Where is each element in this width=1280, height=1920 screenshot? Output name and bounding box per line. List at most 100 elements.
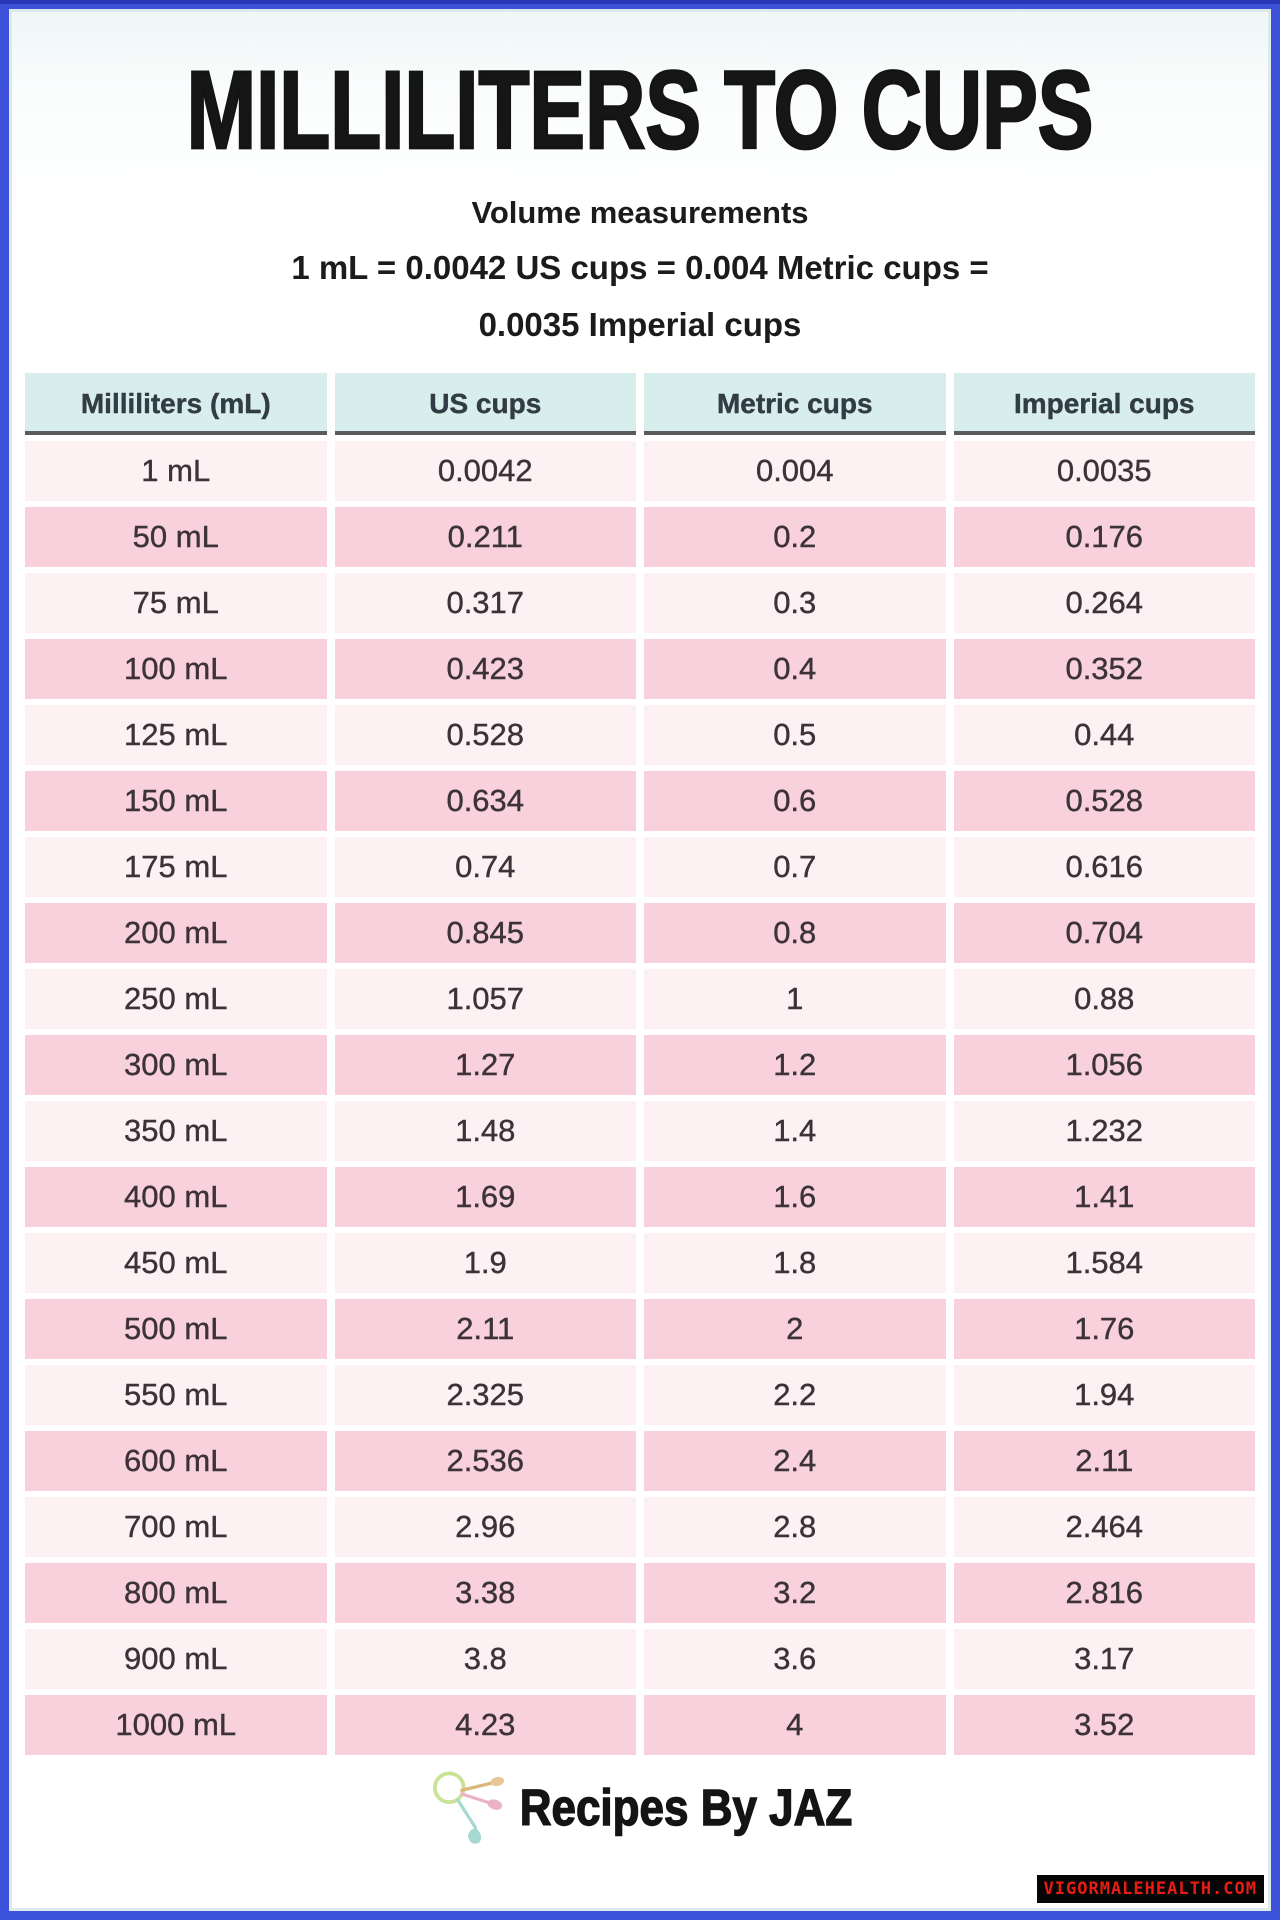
- table-row: 250 mL 1.057 1 0.88: [25, 969, 1255, 1029]
- table-cell: 2.464: [953, 1497, 1255, 1557]
- table-cell: 700 mL: [25, 1497, 327, 1557]
- table-cell: 125 mL: [25, 705, 327, 765]
- table-row: 800 mL 3.38 3.2 2.816: [25, 1563, 1255, 1623]
- table-cell: 4.23: [334, 1695, 636, 1755]
- table-cell: 1.48: [334, 1101, 636, 1161]
- table-cell: 0.0035: [953, 441, 1255, 501]
- table-cell: 0.8: [644, 903, 946, 963]
- measuring-spoons-icon: [432, 1771, 504, 1844]
- table-cell: 0.74: [334, 837, 636, 897]
- table-row: 500 mL 2.11 2 1.76: [25, 1299, 1255, 1359]
- table-cell: 1.9: [334, 1233, 636, 1293]
- table-row: 600 mL 2.536 2.4 2.11: [25, 1431, 1255, 1491]
- table-cell: 400 mL: [25, 1167, 327, 1227]
- table-cell: 0.88: [953, 969, 1255, 1029]
- table-cell: 2.536: [334, 1431, 636, 1491]
- table-cell: 0.352: [953, 639, 1255, 699]
- table-cell: 0.211: [334, 507, 636, 567]
- table-cell: 350 mL: [25, 1101, 327, 1161]
- table-cell: 450 mL: [25, 1233, 327, 1293]
- table-cell: 800 mL: [25, 1563, 327, 1623]
- table-row: 75 mL 0.317 0.3 0.264: [25, 573, 1255, 633]
- content-panel: MILLILITERS TO CUPS Volume measurements …: [9, 9, 1271, 1911]
- table-row: 400 mL 1.69 1.6 1.41: [25, 1167, 1255, 1227]
- table-row: 350 mL 1.48 1.4 1.232: [25, 1101, 1255, 1161]
- column-header-metric-cups: Metric cups: [644, 373, 946, 435]
- table-cell: 1.4: [644, 1101, 946, 1161]
- table-cell: 0.634: [334, 771, 636, 831]
- table-row: 700 mL 2.96 2.8 2.464: [25, 1497, 1255, 1557]
- table-cell: 2.8: [644, 1497, 946, 1557]
- table-cell: 0.528: [334, 705, 636, 765]
- table-cell: 0.528: [953, 771, 1255, 831]
- column-header-milliliters: Milliliters (mL): [25, 373, 327, 435]
- table-cell: 1.057: [334, 969, 636, 1029]
- table-cell: 1.41: [953, 1167, 1255, 1227]
- table-row: 900 mL 3.8 3.6 3.17: [25, 1629, 1255, 1689]
- table-cell: 3.52: [953, 1695, 1255, 1755]
- table-cell: 550 mL: [25, 1365, 327, 1425]
- table-cell: 1.6: [644, 1167, 946, 1227]
- formula-line-2: 0.0035 Imperial cups: [478, 306, 802, 343]
- table-header-row: Milliliters (mL) US cups Metric cups Imp…: [25, 373, 1255, 435]
- table-cell: 100 mL: [25, 639, 327, 699]
- table-cell: 0.845: [334, 903, 636, 963]
- table-cell: 0.176: [953, 507, 1255, 567]
- table-cell: 2.325: [334, 1365, 636, 1425]
- table-row: 50 mL 0.211 0.2 0.176: [25, 507, 1255, 567]
- table-row: 100 mL 0.423 0.4 0.352: [25, 639, 1255, 699]
- table-cell: 500 mL: [25, 1299, 327, 1359]
- table-cell: 1: [644, 969, 946, 1029]
- table-cell: 3.2: [644, 1563, 946, 1623]
- table-cell: 0.5: [644, 705, 946, 765]
- column-header-us-cups: US cups: [334, 373, 636, 435]
- table-row: 1 mL 0.0042 0.004 0.0035: [25, 441, 1255, 501]
- table-cell: 0.004: [644, 441, 946, 501]
- table-cell: 4: [644, 1695, 946, 1755]
- table-cell: 2.96: [334, 1497, 636, 1557]
- table-cell: 1 mL: [25, 441, 327, 501]
- table-cell: 2.816: [953, 1563, 1255, 1623]
- table-cell: 1.69: [334, 1167, 636, 1227]
- table-row: 1000 mL 4.23 4 3.52: [25, 1695, 1255, 1755]
- table-cell: 0.4: [644, 639, 946, 699]
- table-row: 550 mL 2.325 2.2 1.94: [25, 1365, 1255, 1425]
- table-cell: 2: [644, 1299, 946, 1359]
- table-row: 150 mL 0.634 0.6 0.528: [25, 771, 1255, 831]
- table-cell: 1.584: [953, 1233, 1255, 1293]
- footer-brand-bar: Recipes By JAZ: [9, 1769, 1271, 1849]
- table-cell: 0.2: [644, 507, 946, 567]
- table-cell: 150 mL: [25, 771, 327, 831]
- table-cell: 0.317: [334, 573, 636, 633]
- table-row: 300 mL 1.27 1.2 1.056: [25, 1035, 1255, 1095]
- formula-line-1: 1 mL = 0.0042 US cups = 0.004 Metric cup…: [291, 249, 989, 286]
- table-cell: 50 mL: [25, 507, 327, 567]
- table-cell: 300 mL: [25, 1035, 327, 1095]
- table-cell: 2.11: [953, 1431, 1255, 1491]
- table-cell: 3.17: [953, 1629, 1255, 1689]
- table-row: 450 mL 1.9 1.8 1.584: [25, 1233, 1255, 1293]
- table-cell: 900 mL: [25, 1629, 327, 1689]
- table-cell: 2.4: [644, 1431, 946, 1491]
- table-cell: 1.94: [953, 1365, 1255, 1425]
- table-cell: 175 mL: [25, 837, 327, 897]
- table-cell: 0.423: [334, 639, 636, 699]
- table-cell: 0.7: [644, 837, 946, 897]
- table-row: 125 mL 0.528 0.5 0.44: [25, 705, 1255, 765]
- conversion-formula: 1 mL = 0.0042 US cups = 0.004 Metric cup…: [9, 239, 1271, 353]
- table-cell: 3.38: [334, 1563, 636, 1623]
- table-row: 175 mL 0.74 0.7 0.616: [25, 837, 1255, 897]
- brand-name: Recipes By JAZ: [519, 1780, 853, 1838]
- table-cell: 1.76: [953, 1299, 1255, 1359]
- table-body: 1 mL 0.0042 0.004 0.0035 50 mL 0.211 0.2 0.176 7…: [25, 441, 1255, 1755]
- table-cell: 1.056: [953, 1035, 1255, 1095]
- table-cell: 200 mL: [25, 903, 327, 963]
- table-cell: 1000 mL: [25, 1695, 327, 1755]
- table-cell: 600 mL: [25, 1431, 327, 1491]
- table-cell: 0.264: [953, 573, 1255, 633]
- table-cell: 2.11: [334, 1299, 636, 1359]
- table-cell: 0.3: [644, 573, 946, 633]
- table-cell: 0.704: [953, 903, 1255, 963]
- column-header-imperial-cups: Imperial cups: [953, 373, 1255, 435]
